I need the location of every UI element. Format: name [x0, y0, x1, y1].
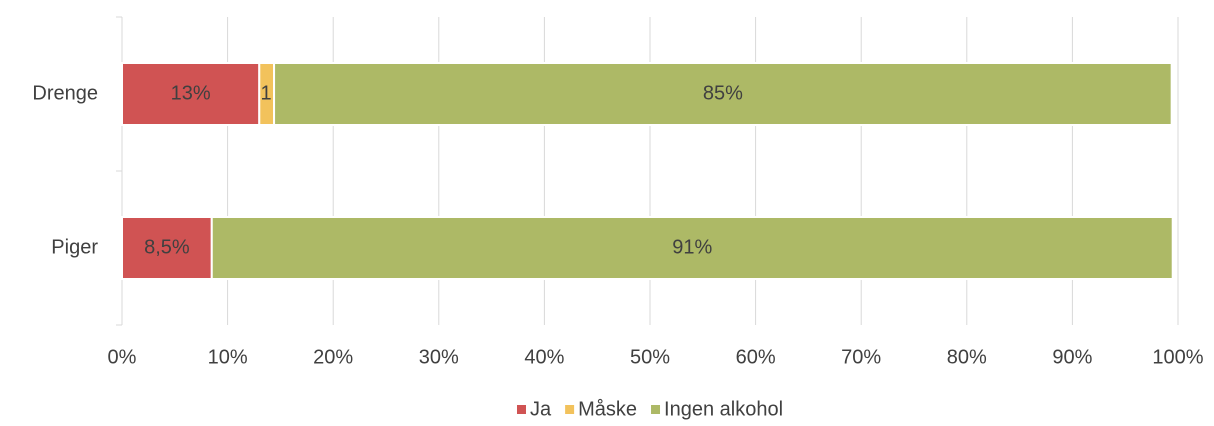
data-label: 85% — [703, 82, 743, 104]
x-tick-label: 70% — [841, 346, 881, 368]
legend-label: Måske — [578, 398, 637, 420]
y-tick-label: Drenge — [32, 82, 98, 104]
x-tick-label: 100% — [1152, 346, 1203, 368]
x-tick-label: 20% — [313, 346, 353, 368]
legend-label: Ingen alkohol — [664, 398, 783, 420]
bar-segment — [210, 216, 1174, 280]
x-tick-label: 0% — [108, 346, 137, 368]
x-tick-label: 40% — [524, 346, 564, 368]
bar-segment — [273, 62, 1173, 126]
x-tick-label: 10% — [208, 346, 248, 368]
legend-label: Ja — [530, 398, 552, 420]
legend-marker — [565, 405, 575, 414]
legend-marker — [516, 405, 526, 414]
y-tick-label: Piger — [51, 236, 98, 258]
data-label: 91% — [672, 236, 712, 258]
x-tick-label: 90% — [1052, 346, 1092, 368]
bar-segment — [121, 216, 213, 280]
legend-marker — [651, 405, 661, 414]
x-tick-label: 80% — [947, 346, 987, 368]
x-tick-label: 50% — [630, 346, 670, 368]
x-tick-label: 60% — [736, 346, 776, 368]
data-label: 13% — [171, 82, 211, 104]
data-label: 8,5% — [144, 236, 190, 258]
x-tick-label: 30% — [419, 346, 459, 368]
legend: Ja Måske Ingen alkohol — [516, 398, 783, 420]
